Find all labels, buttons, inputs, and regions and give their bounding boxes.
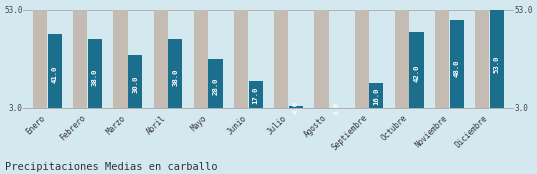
Text: 53.0: 53.0	[514, 6, 533, 15]
Text: 17.0: 17.0	[253, 87, 259, 104]
Text: 4.0: 4.0	[293, 101, 299, 114]
Bar	[113, 10, 128, 108]
Bar	[395, 10, 409, 108]
Text: 42.0: 42.0	[413, 65, 419, 82]
Bar	[354, 10, 369, 108]
Text: 3.0: 3.0	[514, 104, 528, 113]
Bar	[369, 83, 383, 108]
Bar	[128, 55, 142, 108]
Bar	[74, 10, 88, 108]
Bar	[435, 10, 449, 108]
Text: 38.0: 38.0	[172, 68, 178, 86]
Text: 53.0: 53.0	[4, 6, 23, 15]
Bar	[168, 39, 183, 108]
Bar	[88, 39, 102, 108]
Bar	[234, 10, 248, 108]
Text: 16.0: 16.0	[373, 88, 379, 105]
Text: Precipitaciones Medias en carballo: Precipitaciones Medias en carballo	[5, 162, 218, 172]
Bar	[194, 10, 208, 108]
Bar	[475, 10, 489, 108]
Text: 30.0: 30.0	[132, 76, 138, 93]
Bar	[289, 106, 303, 108]
Text: 53.0: 53.0	[494, 55, 500, 73]
Bar	[48, 34, 62, 108]
Text: 48.0: 48.0	[454, 60, 460, 77]
Bar	[208, 59, 222, 108]
Text: 3.0: 3.0	[9, 104, 23, 113]
Bar	[249, 81, 263, 108]
Bar	[409, 32, 424, 108]
Text: 28.0: 28.0	[213, 77, 219, 95]
Bar	[449, 20, 463, 108]
Bar	[315, 10, 329, 108]
Text: 3.0: 3.0	[333, 101, 339, 115]
Bar	[154, 10, 168, 108]
Text: 38.0: 38.0	[92, 68, 98, 86]
Bar	[33, 10, 47, 108]
Bar	[274, 10, 288, 108]
Bar	[490, 10, 504, 108]
Text: 41.0: 41.0	[52, 66, 58, 83]
